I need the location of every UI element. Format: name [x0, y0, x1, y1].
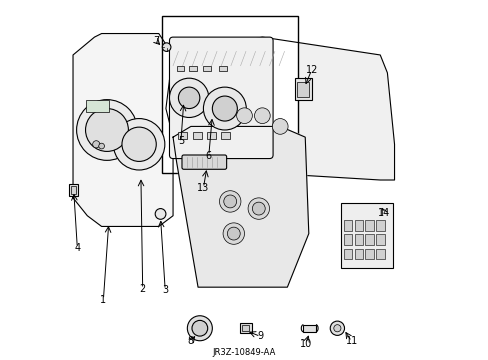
Bar — [375, 234, 384, 245]
Circle shape — [122, 127, 156, 161]
Circle shape — [247, 198, 269, 219]
Bar — [85, 100, 108, 112]
Text: 12: 12 — [305, 65, 317, 75]
Bar — [203, 66, 211, 71]
Circle shape — [272, 118, 287, 134]
Circle shape — [333, 325, 340, 332]
Bar — [297, 82, 308, 97]
Bar — [219, 66, 227, 71]
Circle shape — [113, 118, 164, 170]
Circle shape — [254, 108, 270, 123]
Circle shape — [155, 208, 165, 219]
Circle shape — [99, 143, 104, 149]
Bar — [340, 203, 392, 267]
Circle shape — [219, 191, 241, 212]
Bar — [162, 16, 298, 173]
Bar — [365, 220, 373, 231]
Text: 13: 13 — [197, 183, 209, 193]
Circle shape — [162, 43, 171, 51]
Bar — [354, 249, 363, 259]
Circle shape — [224, 195, 236, 208]
Circle shape — [329, 321, 344, 336]
Bar — [365, 234, 373, 245]
Text: 1: 1 — [100, 295, 106, 305]
Bar — [294, 78, 311, 100]
Polygon shape — [173, 126, 308, 287]
Circle shape — [252, 202, 264, 215]
Text: 14: 14 — [378, 208, 390, 218]
Bar — [71, 186, 75, 194]
Bar — [192, 132, 201, 139]
Circle shape — [203, 87, 246, 130]
Bar — [343, 234, 352, 245]
Circle shape — [212, 96, 237, 121]
Bar — [221, 132, 230, 139]
Circle shape — [223, 223, 244, 244]
Polygon shape — [73, 33, 173, 226]
Bar — [178, 132, 187, 139]
Bar — [354, 220, 363, 231]
FancyBboxPatch shape — [169, 37, 272, 158]
Bar — [206, 132, 216, 139]
Text: JR3Z-10849-AA: JR3Z-10849-AA — [212, 348, 276, 357]
Bar — [375, 249, 384, 259]
Circle shape — [169, 78, 208, 117]
Bar — [375, 220, 384, 231]
Text: 9: 9 — [257, 332, 263, 342]
Bar — [343, 249, 352, 259]
Circle shape — [77, 100, 137, 160]
Text: 6: 6 — [205, 151, 211, 161]
Circle shape — [85, 109, 128, 152]
Circle shape — [227, 227, 240, 240]
Text: 5: 5 — [178, 136, 183, 147]
Bar — [354, 234, 363, 245]
Bar — [240, 323, 251, 333]
Circle shape — [236, 108, 252, 123]
Text: 10: 10 — [299, 339, 311, 348]
Text: 8: 8 — [187, 337, 194, 346]
Text: 7: 7 — [152, 36, 159, 46]
Circle shape — [93, 141, 100, 148]
Bar — [343, 220, 352, 231]
Text: 2: 2 — [139, 284, 145, 294]
FancyBboxPatch shape — [182, 155, 226, 169]
Bar — [176, 66, 184, 71]
Text: 3: 3 — [162, 285, 168, 295]
Circle shape — [192, 320, 207, 336]
Text: 11: 11 — [345, 337, 357, 346]
Circle shape — [178, 87, 200, 109]
Bar — [189, 66, 197, 71]
Polygon shape — [165, 37, 394, 180]
Bar — [241, 325, 248, 332]
Circle shape — [187, 316, 212, 341]
Text: 4: 4 — [74, 243, 80, 253]
Bar — [303, 325, 315, 332]
Bar — [365, 249, 373, 259]
Bar — [69, 184, 78, 196]
